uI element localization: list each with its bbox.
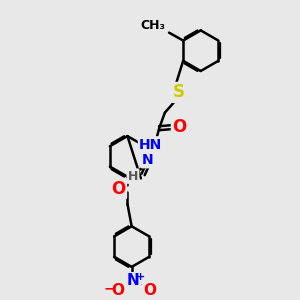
Text: O: O [172,118,187,136]
Text: O: O [111,283,124,298]
Text: HN: HN [139,138,162,152]
Text: O: O [111,179,126,197]
Text: CH₃: CH₃ [141,19,166,32]
Text: H: H [128,169,138,183]
Text: +: + [136,272,146,282]
Text: N: N [127,274,140,289]
Text: O: O [143,283,157,298]
Text: N: N [142,153,154,167]
Text: −: − [103,281,115,295]
Text: S: S [173,83,185,101]
